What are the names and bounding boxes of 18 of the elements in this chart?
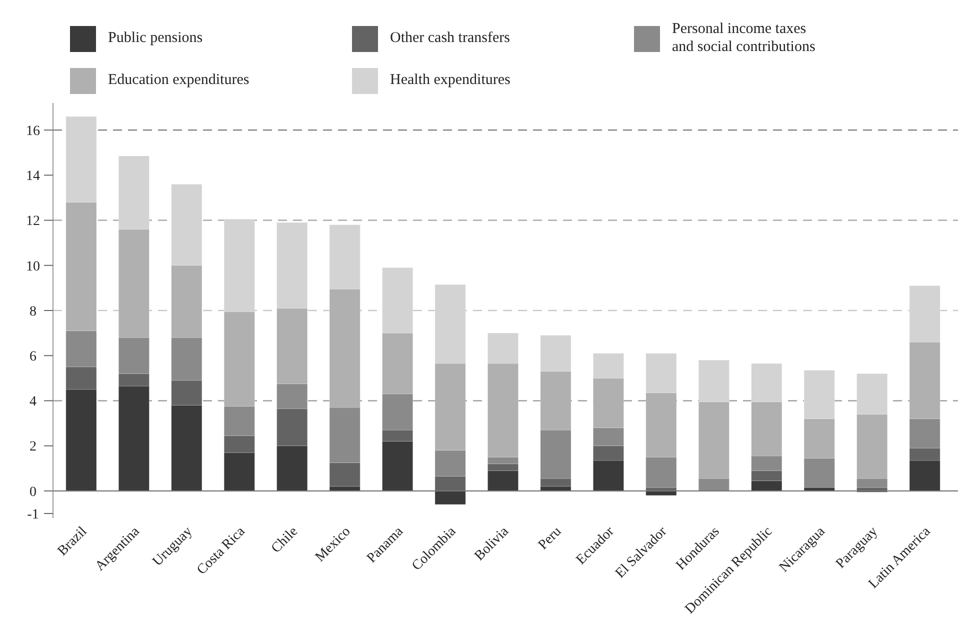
y-tick-label: 12: [26, 214, 40, 230]
y-tick-label: 16: [26, 124, 40, 139]
y-tick-label: 0: [30, 484, 36, 500]
y-tick-label: 6: [30, 350, 36, 365]
legend-label: Personal income taxes and social contributions: [672, 21, 816, 56]
y-tick-label: 8: [30, 304, 36, 320]
y-tick-label: 2: [30, 440, 36, 455]
x-tick-label: Peru: [536, 524, 565, 553]
bar: [646, 490, 677, 496]
y-tick-label: 14: [26, 169, 40, 184]
legend-label: Other cash transfers: [390, 30, 510, 46]
legend-label: Health expenditures: [390, 72, 511, 88]
legend-label: Public pensions: [108, 30, 203, 46]
y-tick-label: 4: [30, 394, 36, 410]
legend-label: Education expenditures: [108, 72, 250, 88]
x-tick-label: Chile: [268, 524, 301, 556]
y-tick-label: 10: [26, 259, 40, 274]
y-tick-label: -1: [27, 507, 39, 522]
